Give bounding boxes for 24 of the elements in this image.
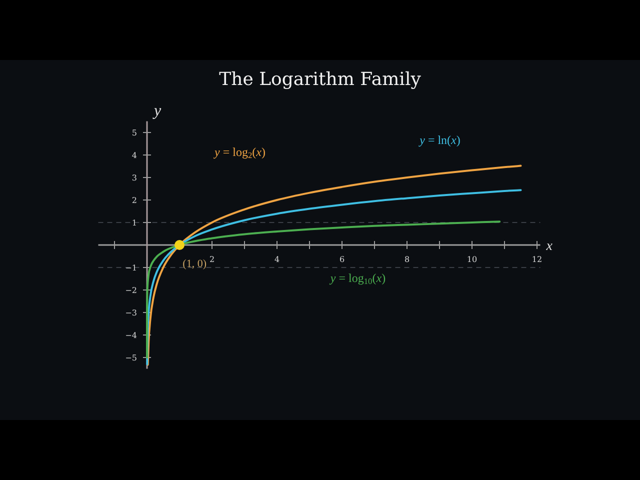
text: y = log$_{2}$(x): [214, 145, 266, 160]
y-tick-label: −2: [125, 286, 137, 295]
y-tick-label: −1: [125, 264, 137, 272]
y-tick-label: 2: [132, 196, 137, 205]
y-axis-title: y: [152, 102, 162, 120]
y-tick-label: 5: [132, 128, 137, 138]
line-series: [146, 220, 501, 358]
y-tick-label: −5: [125, 354, 137, 362]
x-axis-title: x: [545, 239, 554, 254]
y-tick-label: 1: [132, 218, 137, 228]
x-tick-label: 2: [209, 255, 215, 264]
x-tick-label: 4: [274, 255, 280, 264]
x-tick-label: 6: [339, 255, 345, 264]
y-tick-label: 3: [132, 174, 137, 182]
text: y = log$_{10}$(x): [329, 271, 386, 286]
y-tick-label: 4: [132, 151, 137, 160]
x-tick-label: 8: [404, 255, 410, 264]
x-tick-label: 12: [532, 255, 542, 264]
chart-title: The Logarithm Family: [219, 69, 422, 90]
y-tick-label: −4: [125, 331, 137, 340]
text: y = ln(x): [418, 133, 460, 147]
y-tick-label: −3: [125, 308, 137, 318]
annotation: (1, 0): [182, 258, 207, 270]
x-tick-label: 10: [466, 255, 478, 264]
